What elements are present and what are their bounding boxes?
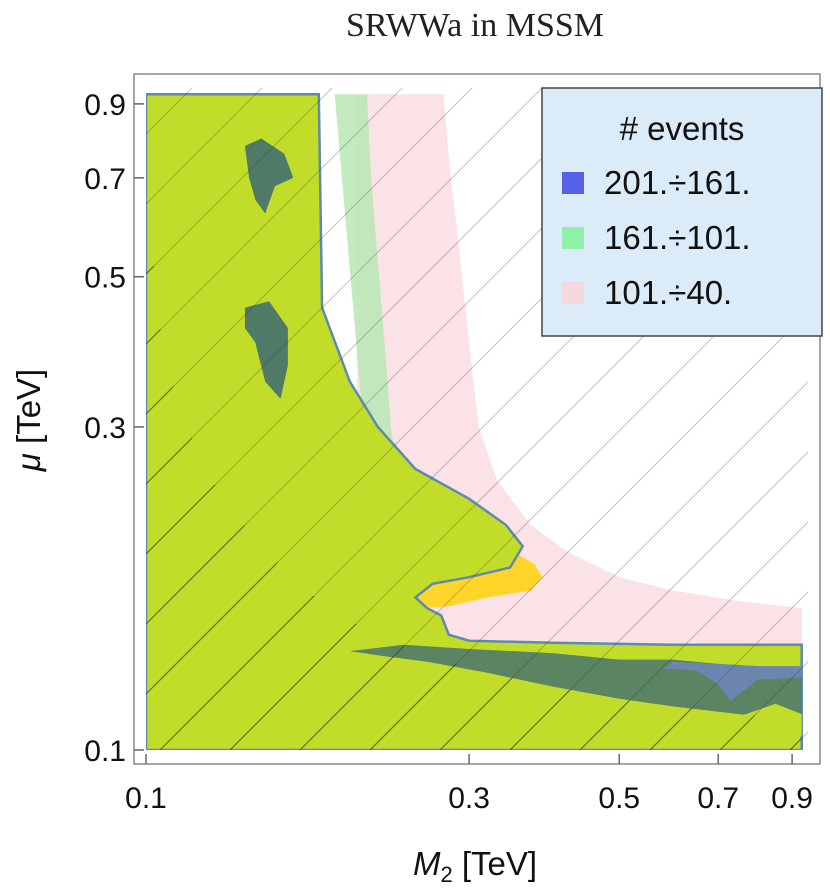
chart-title: SRWWa in MSSM	[346, 7, 604, 44]
legend: # events 201.÷161. 161.÷101. 101.÷40.	[541, 87, 823, 337]
x-tick-label: 0.5	[598, 782, 640, 815]
y-tick-label: 0.3	[84, 412, 126, 445]
y-tick-label: 0.1	[84, 735, 126, 768]
legend-swatch	[562, 172, 584, 194]
x-axis-label: M2 [TeV]	[413, 845, 537, 887]
x-axis-sub: 2	[440, 862, 452, 887]
x-tick-label: 0.7	[697, 782, 739, 815]
x-tick-label: 0.1	[125, 782, 167, 815]
legend-label: 161.÷101.	[604, 219, 751, 256]
x-tick-label: 0.3	[448, 782, 490, 815]
y-tick-label: 0.7	[84, 163, 126, 196]
legend-entries: 201.÷161. 161.÷101. 101.÷40.	[562, 164, 751, 311]
plot-frame	[133, 73, 821, 765]
legend-box	[541, 87, 823, 337]
x-axis-unit: [TeV]	[453, 845, 537, 882]
y-axis-label: μ [TeV]	[10, 369, 47, 472]
x-axis-var: M	[413, 845, 441, 882]
y-tick-label: 0.5	[84, 262, 126, 295]
x-tick-label: 0.9	[771, 782, 813, 815]
axes: 0.1 0.3 0.5 0.7 0.9 0.1 0.3 0.5 0.7 0.9	[84, 89, 813, 815]
legend-label: 101.÷40.	[604, 274, 732, 311]
legend-title: # events	[620, 110, 745, 147]
legend-swatch	[562, 282, 584, 304]
y-axis-unit: [TeV]	[10, 369, 47, 453]
legend-label: 201.÷161.	[604, 164, 751, 201]
y-tick-label: 0.9	[84, 89, 126, 122]
legend-swatch	[562, 227, 584, 249]
y-axis-var: μ	[10, 453, 47, 472]
